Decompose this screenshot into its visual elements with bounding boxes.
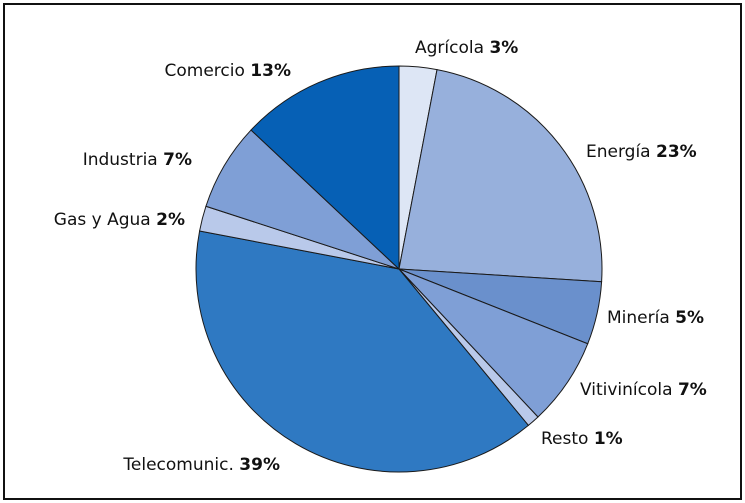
value-label: 39% bbox=[239, 455, 280, 475]
slice bbox=[398, 69, 603, 283]
slice-label: Comercio 13% bbox=[165, 61, 292, 81]
slice-label: Energía 23% bbox=[586, 142, 697, 162]
value-label: 23% bbox=[656, 142, 697, 162]
slice-label: Industria 7% bbox=[83, 150, 192, 170]
value-label: 13% bbox=[250, 61, 291, 81]
value-label: 7% bbox=[678, 380, 707, 400]
category-name: Comercio bbox=[165, 61, 245, 81]
slice-label: Telecomunic. 39% bbox=[122, 455, 280, 475]
value-label: 5% bbox=[675, 308, 704, 328]
category-name: Minería bbox=[607, 308, 670, 328]
category-name: Vitivinícola bbox=[580, 380, 673, 400]
slice bbox=[195, 230, 530, 473]
category-name: Agrícola bbox=[415, 38, 484, 58]
slice-label: Minería 5% bbox=[607, 308, 704, 328]
category-name: Energía bbox=[586, 142, 651, 162]
category-name: Gas y Agua bbox=[54, 210, 151, 230]
slice-label: Resto 1% bbox=[541, 429, 623, 449]
category-name: Industria bbox=[83, 150, 158, 170]
value-label: 3% bbox=[489, 38, 518, 58]
value-label: 1% bbox=[594, 429, 623, 449]
category-name: Telecomunic. bbox=[122, 455, 233, 475]
slice-label: Vitivinícola 7% bbox=[580, 380, 707, 400]
slice-label: Agrícola 3% bbox=[415, 38, 518, 58]
slice-label: Gas y Agua 2% bbox=[54, 210, 185, 230]
category-name: Resto bbox=[541, 429, 588, 449]
value-label: 2% bbox=[156, 210, 185, 230]
value-label: 7% bbox=[163, 150, 192, 170]
slice bbox=[250, 65, 400, 271]
